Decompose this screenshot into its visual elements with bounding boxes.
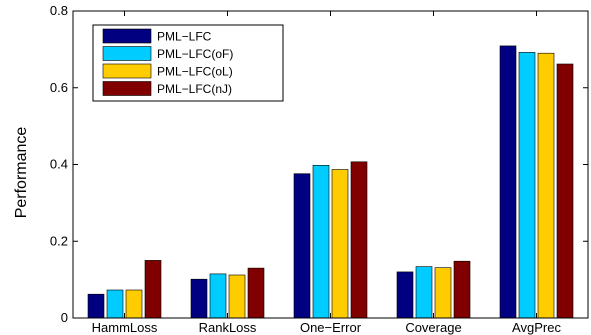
x-tick-label-0: HammLoss [92,320,158,335]
bar-0-1 [190,278,208,319]
y-tick-label-0: 0 [61,310,68,325]
bar-0-2 [293,173,311,319]
y-axis-label: Performance [13,127,30,219]
bar-1-1 [209,273,227,319]
legend-label-2: PML−LFC(oL) [157,65,233,79]
x-tick-label-2: One−Error [300,320,362,335]
bar-0-3 [396,271,414,319]
x-tick-label-1: RankLoss [199,320,257,335]
bar-0-0 [87,293,105,319]
y-tick-label-3: 0.6 [50,80,68,95]
bar-3-4 [556,63,574,319]
bar-0-4 [499,45,517,319]
legend-swatch-0 [102,28,152,44]
legend-label-1: PML−LFC(oF) [157,47,233,61]
legend-swatch-2 [102,63,152,79]
x-tick-label-3: Coverage [405,320,461,335]
legend-swatch-3 [102,81,152,96]
y-tick-label-4: 0.8 [50,3,68,18]
bar-2-0 [125,289,143,319]
bar-3-1 [247,267,265,319]
legend-swatch-1 [102,46,152,61]
bar-3-0 [144,260,162,319]
y-tick-label-1: 0.2 [50,233,68,248]
bar-3-2 [350,161,368,319]
bar-2-3 [434,267,452,319]
ticks-group: 0 0.2 0.4 0.6 0.8 HammLoss RankLoss One−Error Co… [50,3,588,335]
bar-1-3 [415,266,433,319]
legend-label-3: PML−LFC(nJ) [157,82,232,96]
bar-2-2 [331,169,349,319]
bar-2-1 [228,274,246,319]
legend: PML−LFC PML−LFC(oF) PML−LFC(oL) PML−LFC(nJ) [92,24,284,102]
legend-label-0: PML−LFC [157,30,212,44]
bar-2-4 [537,52,555,319]
y-tick-label-2: 0.4 [50,157,68,172]
bars-group [87,45,574,319]
bar-1-2 [312,165,330,319]
bar-1-0 [106,289,124,319]
x-tick-label-4: AvgPrec [512,320,561,335]
bar-1-4 [518,52,536,319]
bar-3-3 [453,260,471,319]
